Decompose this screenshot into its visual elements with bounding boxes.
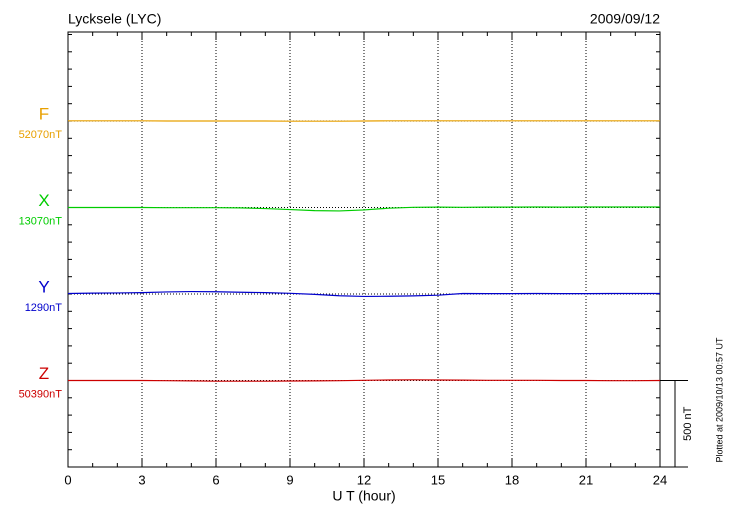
x-tick-label: 9 [286,472,293,487]
series-line [67,290,660,298]
series-line [68,379,661,382]
x-tick-label: 15 [431,472,445,487]
series-name: Z [39,364,49,383]
scale-bar-label: 500 nT [682,406,694,441]
x-tick-label: 6 [212,472,219,487]
series-name: Y [38,277,49,296]
plot-note: Plotted at 2009/10/13 00:57 UT [714,337,724,463]
x-axis-label: U T (hour) [332,488,395,504]
baseline-label: 13070nT [19,215,63,227]
x-tick-label: 0 [64,472,71,487]
x-tick-label: 18 [505,472,519,487]
baseline-label: 50390nT [19,388,63,400]
series-name: F [39,104,49,123]
x-tick-label: 24 [653,472,667,487]
series-line [68,206,660,212]
x-tick-label: 3 [138,472,145,487]
baseline-label: 52070nT [19,129,63,141]
chart-date: 2009/09/12 [590,11,660,27]
series-name: X [38,191,49,210]
x-tick-label: 21 [579,472,593,487]
chart-title: Lycksele (LYC) [68,11,161,27]
x-tick-label: 12 [357,472,371,487]
baseline-label: 1290nT [25,302,63,314]
